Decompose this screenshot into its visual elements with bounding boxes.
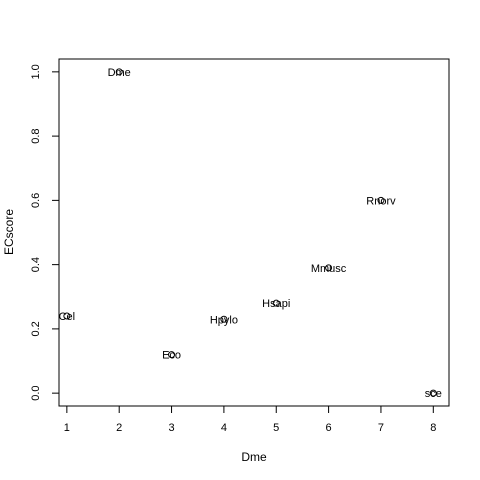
data-point xyxy=(63,312,71,320)
data-point xyxy=(272,299,280,307)
data-points: Cel Dme Eco Hpylo Hsapi Mmusc Rnorv sce xyxy=(59,67,442,400)
y-tick-label: 0.2 xyxy=(30,321,42,336)
point-label: Dme xyxy=(108,67,131,79)
x-axis-title: Dme xyxy=(241,450,267,464)
data-point xyxy=(220,315,228,323)
y-tick-label: 0.4 xyxy=(30,257,42,272)
y-tick-label: 0.8 xyxy=(30,128,42,143)
x-axis: 1 2 3 4 5 6 7 8 xyxy=(64,405,436,434)
point-label: Cel xyxy=(59,311,76,323)
data-point xyxy=(168,351,176,359)
data-point xyxy=(115,68,123,76)
point-label: Rnorv xyxy=(366,195,396,207)
y-tick-label: 0.6 xyxy=(30,193,42,208)
point-label: Hpylo xyxy=(210,314,238,326)
data-point xyxy=(325,264,333,272)
data-point xyxy=(377,196,385,204)
y-axis: 0.0 0.2 0.4 0.6 0.8 1.0 xyxy=(30,64,60,401)
x-tick-label: 1 xyxy=(64,422,70,434)
point-label: sce xyxy=(425,388,442,400)
x-tick-label: 4 xyxy=(221,422,227,434)
x-tick-label: 5 xyxy=(273,422,279,434)
point-label: Mmusc xyxy=(311,263,347,275)
y-tick-label: 0.0 xyxy=(30,385,42,400)
point-label: Hsapi xyxy=(262,298,290,310)
y-axis-title: ECscore xyxy=(2,209,16,255)
x-tick-label: 3 xyxy=(168,422,174,434)
x-tick-label: 8 xyxy=(430,422,436,434)
data-point xyxy=(429,389,437,397)
x-tick-label: 2 xyxy=(116,422,122,434)
y-tick-label: 1.0 xyxy=(30,64,42,79)
point-label: Eco xyxy=(162,350,181,362)
plot-frame xyxy=(58,58,450,407)
x-tick-label: 6 xyxy=(326,422,332,434)
x-tick-label: 7 xyxy=(378,422,384,434)
